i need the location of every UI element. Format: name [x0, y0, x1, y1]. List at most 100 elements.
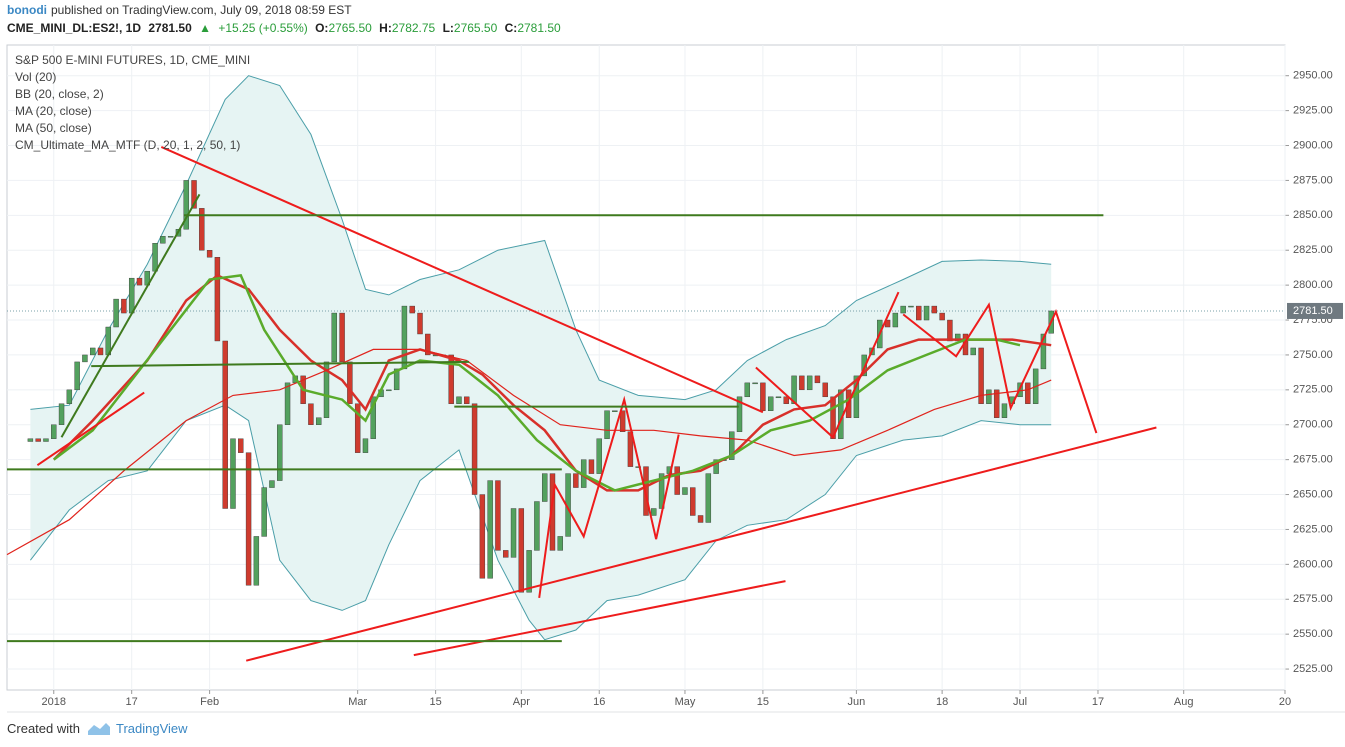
candle [113, 298, 119, 328]
candle [573, 473, 579, 488]
candle [191, 180, 197, 209]
x-tick-label: 15 [757, 696, 769, 708]
published: published on TradingView.com, July 09, 2… [50, 3, 352, 17]
candle [393, 368, 400, 391]
candle [316, 417, 322, 425]
candle [596, 438, 602, 474]
candle [339, 312, 345, 363]
candle [308, 403, 314, 425]
x-tick-label: 15 [429, 696, 441, 708]
candle [43, 438, 49, 442]
open-label: O: [315, 21, 329, 35]
y-tick-label: 2575.00 [1293, 593, 1333, 605]
y-tick-label: 2650.00 [1293, 488, 1333, 500]
candle [923, 305, 930, 321]
candle [222, 340, 228, 509]
candle [526, 550, 532, 593]
legend-entry: Vol (20) [15, 70, 57, 84]
trend-line [160, 145, 764, 414]
trend-line [36, 391, 145, 467]
candle [214, 257, 221, 342]
y-tick-label: 2625.00 [1293, 523, 1333, 535]
candle [66, 389, 73, 404]
x-tick-label: Aug [1174, 696, 1194, 708]
change: +15.25 (+0.55%) [218, 21, 308, 35]
x-tick-label: 2018 [42, 696, 66, 708]
candle [284, 382, 291, 425]
legend-entry: MA (20, close) [15, 104, 92, 118]
candle [916, 305, 922, 321]
candle [697, 515, 704, 523]
candle [121, 298, 127, 314]
ma-line [6, 348, 1052, 556]
candle [495, 480, 501, 551]
candle [955, 333, 961, 342]
candle [713, 459, 719, 474]
high-label: H: [379, 21, 392, 35]
y-tick-label: 2675.00 [1293, 454, 1333, 466]
candle [510, 508, 517, 558]
candle [97, 347, 104, 356]
candle [409, 305, 415, 314]
candle [74, 361, 80, 391]
candle [90, 347, 96, 356]
candle [471, 403, 478, 495]
candle [861, 354, 867, 377]
y-tick-label: 2825.00 [1293, 244, 1333, 256]
y-tick-label: 2925.00 [1293, 105, 1333, 117]
low-label: L: [442, 21, 454, 35]
candle [690, 487, 696, 516]
candle [993, 389, 1000, 418]
candle [479, 494, 486, 579]
candle [534, 501, 540, 551]
candle [705, 473, 712, 523]
x-tick-label: 17 [1092, 696, 1104, 708]
trend-line [538, 395, 680, 599]
price: 2781.50 [148, 21, 192, 35]
candle [464, 396, 470, 404]
candle [619, 410, 626, 432]
legend-entry: MA (50, close) [15, 121, 92, 135]
legend: S&P 500 E-MINI FUTURES, 1D, CME_MINI Vol … [15, 52, 250, 154]
candle [503, 550, 509, 558]
x-tick-label: Jul [1013, 696, 1027, 708]
y-tick-label: 2900.00 [1293, 139, 1333, 151]
x-tick-label: 16 [593, 696, 605, 708]
arrow: ▲ [199, 21, 211, 35]
candle [425, 333, 431, 356]
candle [128, 277, 135, 314]
candle [518, 508, 525, 593]
author[interactable]: bonodi [7, 3, 47, 17]
trend-line [413, 580, 786, 657]
candle [682, 487, 688, 495]
last-price-label: 2781.50 [1293, 305, 1333, 317]
candle [767, 396, 774, 411]
candle [487, 480, 493, 579]
candle [1001, 403, 1008, 418]
legend-entry: CM_Ultimate_MA_MTF (D, 20, 1, 2, 50, 1) [15, 138, 241, 152]
candle [160, 236, 166, 244]
candle [51, 424, 57, 439]
candle [199, 208, 205, 251]
candle [245, 452, 252, 586]
candle [167, 236, 174, 238]
candle [978, 347, 984, 404]
x-tick-label: May [675, 696, 696, 708]
candle [331, 312, 337, 363]
candle [604, 410, 610, 439]
candle [417, 312, 423, 335]
brand[interactable]: TradingView [115, 721, 188, 736]
symbol: CME_MINI_DL:ES2!, 1D [7, 21, 142, 35]
legend-entry: BB (20, close, 2) [15, 87, 104, 101]
y-tick-label: 2700.00 [1293, 419, 1333, 431]
x-tick-label: Jun [848, 696, 866, 708]
candle [1025, 382, 1031, 404]
candle [448, 354, 454, 404]
symbol-line: CME_MINI_DL:ES2!, 1D 2781.50 ▲ +15.25 (+… [7, 21, 565, 35]
candle [892, 312, 899, 328]
candle [261, 487, 267, 537]
candle [370, 396, 376, 439]
candle [82, 354, 88, 363]
trend-line [902, 302, 1098, 434]
legend-entry: S&P 500 E-MINI FUTURES, 1D, CME_MINI [15, 53, 251, 67]
